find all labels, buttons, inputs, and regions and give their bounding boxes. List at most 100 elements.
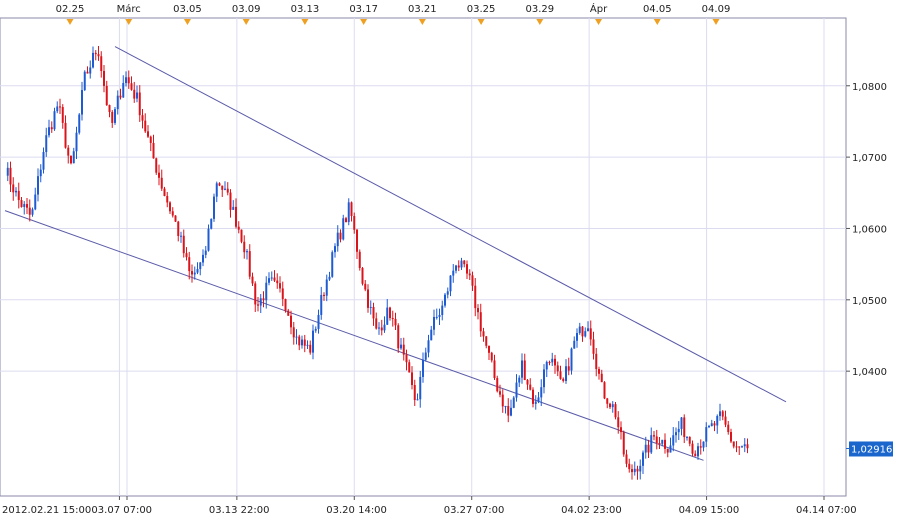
candle-body (598, 369, 600, 374)
candle-body (735, 446, 738, 448)
candle (400, 338, 402, 350)
candle-body (229, 192, 232, 210)
candle-body (138, 92, 141, 116)
candle-body (279, 283, 281, 289)
candle-body (691, 443, 694, 454)
candle-body (600, 373, 603, 383)
candle (677, 421, 680, 441)
candle (433, 309, 435, 336)
candle-body (89, 67, 92, 74)
candle (529, 378, 532, 391)
candle-body (587, 328, 589, 332)
candle-body (622, 432, 625, 455)
candle-body (325, 279, 328, 296)
candle-body (163, 188, 166, 196)
candle-body (130, 83, 133, 90)
candle-body (397, 325, 400, 349)
time-tick-label: 04.14 07:00 (796, 505, 857, 516)
candle (592, 331, 595, 360)
candle-body (281, 288, 284, 300)
candle-body (188, 257, 191, 272)
candle (246, 248, 248, 260)
candle (598, 366, 600, 380)
candle-body (191, 271, 193, 275)
candle (523, 353, 526, 381)
candle-body (653, 435, 655, 437)
candle (383, 316, 386, 333)
candle (444, 292, 446, 308)
candle-body (265, 282, 268, 301)
candle (573, 336, 576, 349)
candle (12, 177, 15, 201)
candle (127, 70, 130, 89)
candle-body (306, 344, 309, 346)
candle (466, 260, 468, 279)
candle-body (122, 82, 125, 98)
candle (279, 276, 281, 293)
candle-body (248, 251, 251, 277)
candle-body (603, 382, 606, 399)
candle-body (174, 215, 177, 222)
candle (705, 422, 708, 448)
candle (53, 107, 56, 131)
candle-body (460, 260, 463, 268)
candle (257, 296, 259, 312)
candle-body (193, 272, 196, 275)
candle (455, 264, 457, 274)
candle (372, 302, 375, 326)
candle-body (669, 445, 672, 453)
date-tick-label: 03.09 (232, 4, 261, 15)
candle-body (312, 330, 314, 353)
candle-body (545, 361, 548, 370)
time-tick-label: 04.09 15:00 (679, 505, 740, 516)
candle (435, 308, 438, 320)
candle (419, 370, 422, 408)
candle-body (515, 382, 518, 398)
candle (141, 108, 144, 129)
candle (224, 181, 226, 191)
candle-body (215, 183, 218, 197)
candle (556, 361, 559, 377)
candle-body (303, 339, 306, 346)
candle-body (237, 226, 240, 230)
candle (644, 436, 647, 459)
candle-body (320, 294, 323, 315)
candle-body (136, 92, 138, 99)
candle-body (743, 444, 746, 447)
candle (543, 364, 545, 394)
candle (697, 442, 699, 460)
candle (397, 323, 400, 353)
candle (185, 247, 188, 261)
candle-body (342, 218, 345, 240)
candle-body (108, 105, 111, 112)
candle (460, 257, 463, 270)
candle (70, 155, 72, 165)
candle (554, 354, 556, 374)
candle (243, 235, 246, 259)
candle-body (37, 176, 39, 195)
candle-body (42, 152, 45, 170)
candle (449, 275, 452, 297)
date-tick-label: 04.09 (702, 4, 731, 15)
candle (578, 322, 581, 335)
candle (710, 419, 713, 427)
candle-body (81, 90, 83, 115)
candle (633, 461, 636, 476)
candle-body (708, 426, 710, 428)
candle-body (490, 352, 493, 361)
candle (680, 416, 683, 436)
candle (276, 273, 279, 289)
candle (493, 354, 496, 380)
candle (490, 351, 493, 363)
candle (347, 198, 350, 226)
candle-body (224, 188, 226, 190)
candle-body (666, 448, 669, 453)
candle (108, 104, 111, 118)
candle (642, 450, 644, 475)
candle (576, 328, 578, 348)
candle-body (394, 318, 397, 326)
candle (587, 321, 589, 332)
candle (686, 436, 688, 441)
candle (152, 134, 155, 159)
